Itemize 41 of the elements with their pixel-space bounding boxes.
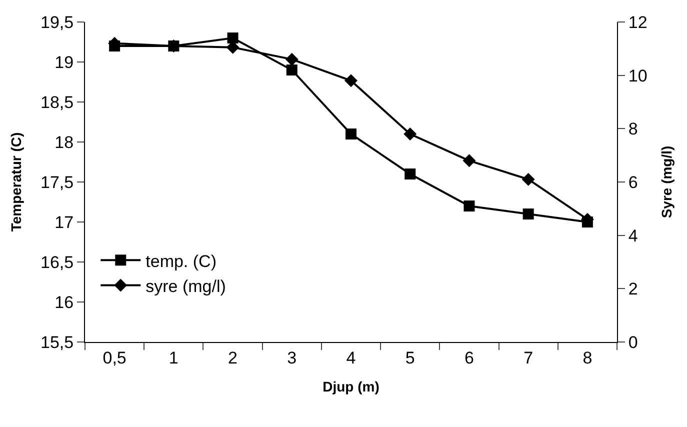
x-axis-title: Djup (m) [322, 378, 380, 395]
x-tick-label: 7 [524, 348, 534, 368]
y2-tick-label: 6 [628, 172, 638, 192]
x-tick-label: 1 [168, 348, 178, 368]
x-tick-label: 0,5 [102, 348, 126, 368]
x-tick-label: 3 [287, 348, 297, 368]
y2-tick-label: 2 [628, 280, 638, 299]
y-tick-label: 18 [54, 132, 74, 152]
x-tick-label: 4 [346, 348, 356, 368]
y-tick-label: 17,5 [40, 172, 74, 192]
point [285, 52, 298, 66]
y2-tick-label: 8 [628, 120, 638, 139]
x-tick-label: 6 [464, 348, 474, 368]
y-tick-label: 15,5 [40, 332, 74, 352]
point [404, 168, 416, 180]
legend-label: temp. (C) [146, 252, 216, 271]
point [227, 32, 238, 44]
point [522, 208, 534, 220]
y-tick-label: 16,5 [40, 252, 74, 272]
y2-tick-label: 10 [628, 66, 648, 86]
point [286, 64, 298, 76]
point [346, 128, 356, 140]
y-tick-label: 19,5 [40, 12, 74, 32]
point [522, 172, 535, 186]
x-tick-label: 2 [228, 348, 238, 368]
x-tick-label: 8 [582, 348, 592, 368]
y2-tick-label: 0 [628, 332, 638, 352]
y2-axis-title: Syre (mg/l) [658, 146, 675, 218]
point [404, 128, 417, 140]
legend-label: syre (mg/l) [146, 276, 226, 296]
y2-tick-label: 4 [628, 226, 638, 246]
point [344, 74, 358, 88]
y-tick-label: 18,5 [40, 92, 74, 112]
y2-tick-label: 12 [628, 12, 648, 32]
point [464, 200, 475, 212]
x-tick-label: 5 [405, 348, 415, 368]
point [462, 154, 476, 168]
y-tick-label: 19 [54, 52, 74, 72]
y-tick-label: 16 [54, 292, 74, 312]
y-tick-label: 17 [54, 212, 74, 232]
y-axis-title: Temperatur (C) [8, 132, 24, 232]
